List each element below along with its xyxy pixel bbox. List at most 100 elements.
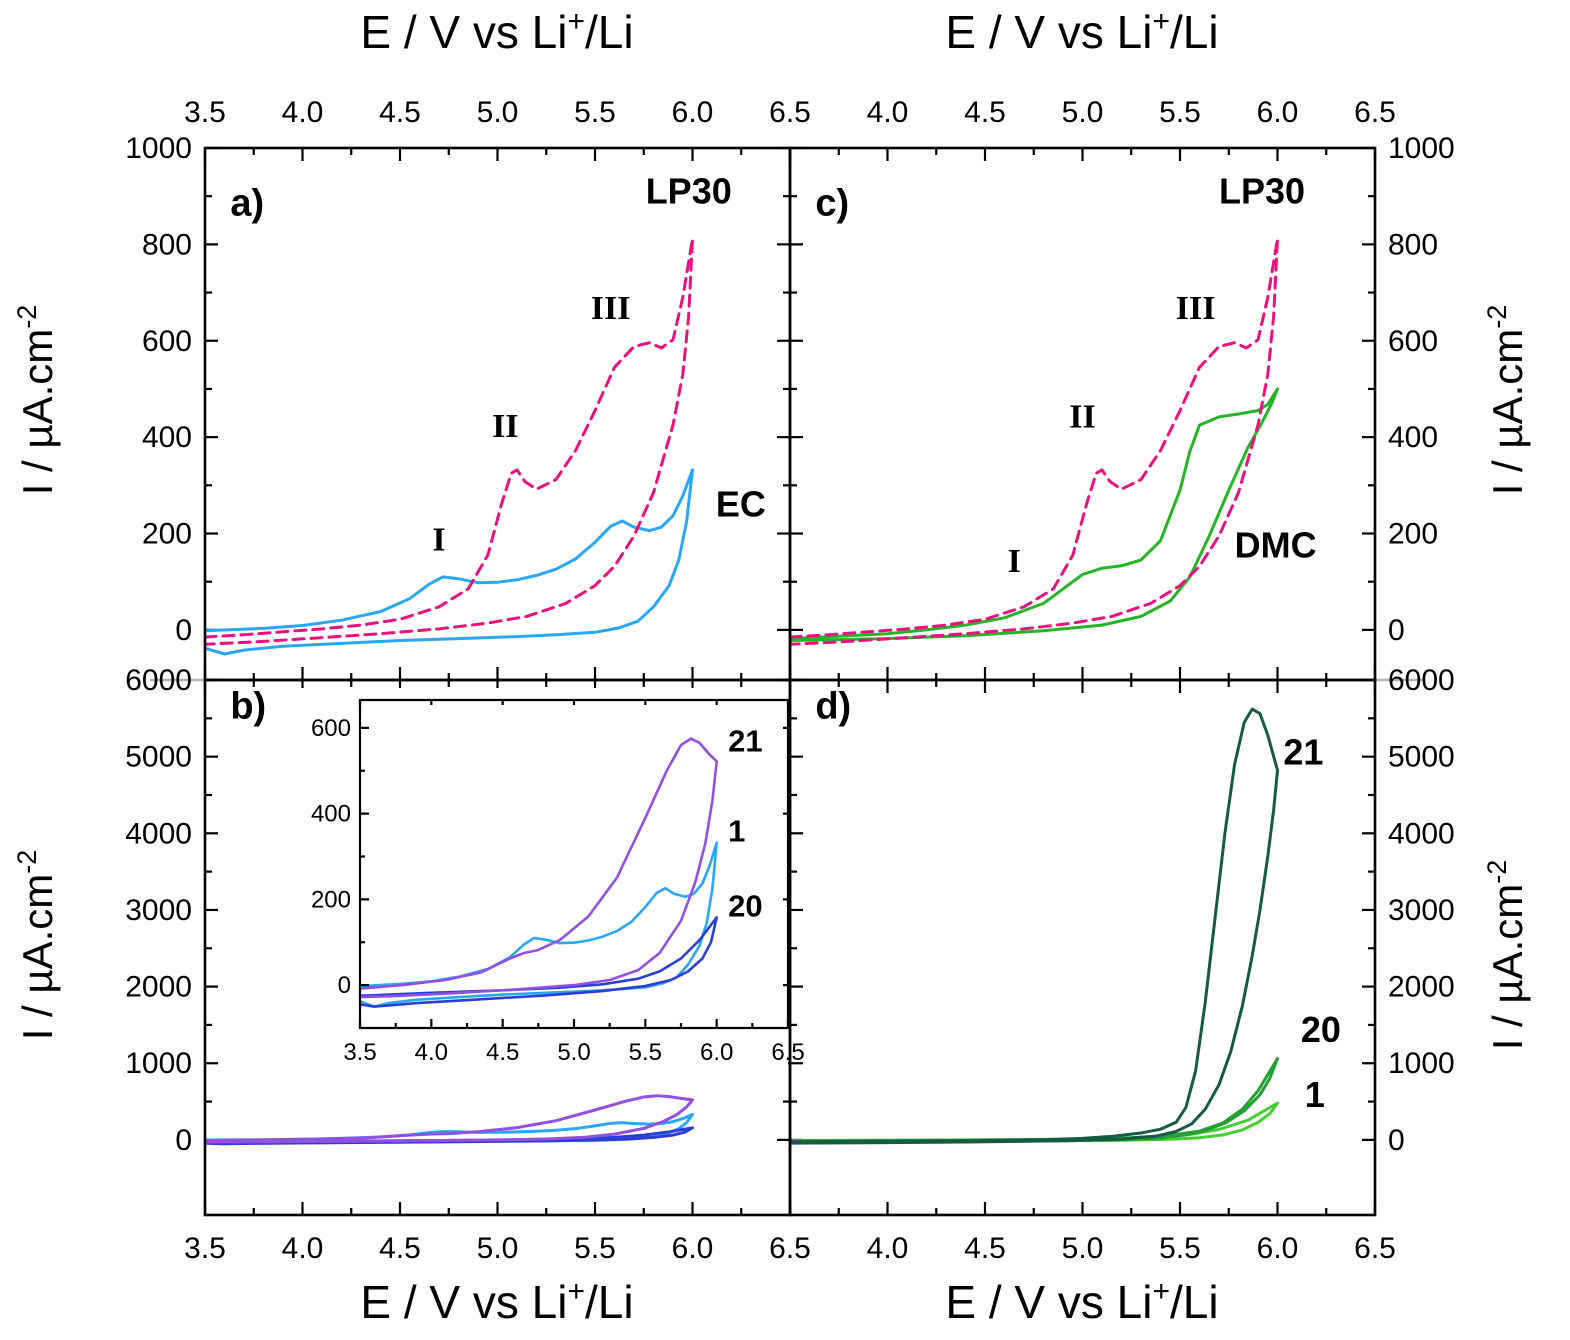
x-tick-label: 6.5 bbox=[1354, 96, 1396, 129]
y-tick-label: 5000 bbox=[125, 741, 192, 774]
x-axis-title-bottom-left: E / V vs Li+/Li bbox=[360, 1275, 633, 1328]
inset-x-tick-label: 6.5 bbox=[771, 1039, 804, 1066]
annotation-1: 1 bbox=[1305, 1074, 1325, 1115]
y-axis-title-right-top: I / µA.cm-2 bbox=[1482, 305, 1531, 496]
x-tick-label: 4.0 bbox=[282, 1232, 324, 1265]
curves-clip-i bbox=[360, 737, 718, 1008]
inset-x-tick-label: 5.0 bbox=[557, 1039, 590, 1066]
x-tick-label: 6.5 bbox=[769, 1232, 811, 1265]
annotation-i: I bbox=[1008, 543, 1021, 580]
annotation-c-: c) bbox=[815, 182, 849, 224]
inset-y-tick-label: 200 bbox=[311, 886, 351, 913]
inset-x-tick-label: 4.0 bbox=[415, 1039, 448, 1066]
curve-EC bbox=[205, 468, 694, 656]
annotation-ec: EC bbox=[716, 484, 766, 525]
x-tick-label: 4.0 bbox=[282, 96, 324, 129]
x-tick-label: 5.0 bbox=[477, 1232, 519, 1265]
inset-ticks: 3.5 4.0 4.5 5.0 5.5 6.0 6.5 0 200 400 600 bbox=[311, 700, 805, 1066]
x-tick-label: 5.0 bbox=[1062, 1232, 1104, 1265]
x-tick-label: 6.5 bbox=[769, 96, 811, 129]
y-tick-label: 0 bbox=[1388, 614, 1405, 647]
annotation-lp30: LP30 bbox=[646, 170, 732, 211]
curve-LP30 bbox=[205, 237, 694, 646]
curves-clip-d bbox=[790, 707, 1279, 1145]
inset-y-tick-label: 400 bbox=[311, 801, 351, 828]
annotation-20: 20 bbox=[1301, 1009, 1341, 1050]
annotation-dmc: DMC bbox=[1235, 525, 1317, 566]
x-tick-label: 4.0 bbox=[867, 96, 909, 129]
y-tick-label: 1000 bbox=[125, 132, 192, 165]
x-tick-label: 4.5 bbox=[964, 1232, 1006, 1265]
inset-x-tick-label: 6.0 bbox=[700, 1039, 733, 1066]
curve-20 bbox=[360, 916, 718, 1008]
x-axis-title-top-right: E / V vs Li+/Li bbox=[945, 5, 1218, 58]
annotation-d-: d) bbox=[815, 685, 851, 727]
x-tick-label: 5.5 bbox=[574, 1232, 616, 1265]
annotation-21: 21 bbox=[728, 723, 762, 758]
annotation-b-: b) bbox=[230, 685, 266, 727]
annotation-iii: III bbox=[1176, 290, 1216, 327]
x-tick-label: 5.5 bbox=[574, 96, 616, 129]
y-tick-label: 200 bbox=[1388, 518, 1438, 551]
x-tick-label: 3.5 bbox=[184, 96, 226, 129]
x-tick-label: 4.5 bbox=[379, 1232, 421, 1265]
curve-DMC bbox=[790, 387, 1279, 642]
y-axis-title-left-top: I / µA.cm-2 bbox=[12, 305, 61, 496]
y-tick-label: 400 bbox=[1388, 421, 1438, 454]
annotation-i: I bbox=[432, 521, 445, 558]
curve-21 bbox=[360, 737, 718, 999]
x-tick-label: 6.0 bbox=[672, 96, 714, 129]
curves-clip-b bbox=[205, 1094, 694, 1146]
panel-d-frame bbox=[788, 678, 1377, 1217]
y-tick-label: 0 bbox=[1388, 1124, 1405, 1157]
inset-x-tick-label: 3.5 bbox=[343, 1039, 376, 1066]
y-tick-label: 4000 bbox=[1388, 817, 1455, 850]
x-tick-label: 6.0 bbox=[1257, 96, 1299, 129]
y-tick-label: 0 bbox=[175, 1124, 192, 1157]
y-tick-label: 6000 bbox=[125, 664, 192, 697]
y-tick-label: 1000 bbox=[1388, 132, 1455, 165]
curve-20 bbox=[790, 1057, 1279, 1144]
inset-x-tick-label: 4.5 bbox=[486, 1039, 519, 1066]
annotation-a-: a) bbox=[230, 182, 264, 224]
y-tick-label: 600 bbox=[142, 325, 192, 358]
x-tick-label: 4.5 bbox=[379, 96, 421, 129]
annotation-iii: III bbox=[591, 290, 631, 327]
y-tick-label: 1000 bbox=[125, 1047, 192, 1080]
x-axis-title-top-left: E / V vs Li+/Li bbox=[360, 5, 633, 58]
y-ticks-d: 0 1000 2000 3000 4000 5000 6000 bbox=[790, 664, 1455, 1157]
x-tick-label: 5.0 bbox=[477, 96, 519, 129]
y-tick-label: 6000 bbox=[1388, 664, 1455, 697]
y-tick-label: 4000 bbox=[125, 817, 192, 850]
x-tick-label: 6.0 bbox=[672, 1232, 714, 1265]
annotation-ii: II bbox=[492, 408, 518, 445]
curve-LP30 bbox=[790, 237, 1279, 646]
y-tick-label: 5000 bbox=[1388, 741, 1455, 774]
x-axis-title-bottom-right: E / V vs Li+/Li bbox=[945, 1275, 1218, 1328]
x-tick-label: 6.0 bbox=[1257, 1232, 1299, 1265]
x-tick-label: 5.5 bbox=[1159, 1232, 1201, 1265]
x-tick-label: 6.5 bbox=[1354, 1232, 1396, 1265]
y-tick-label: 800 bbox=[142, 228, 192, 261]
annotation-1: 1 bbox=[728, 813, 745, 848]
inset-y-tick-label: 0 bbox=[338, 972, 351, 999]
y-tick-label: 3000 bbox=[125, 894, 192, 927]
y-tick-label: 200 bbox=[142, 518, 192, 551]
curve-21 bbox=[790, 707, 1279, 1145]
x-ticks-d: 4.0 4.5 5.0 5.5 6.0 6.5 bbox=[788, 680, 1396, 1265]
annotation-20: 20 bbox=[728, 889, 762, 924]
x-tick-label: 5.5 bbox=[1159, 96, 1201, 129]
y-tick-label: 2000 bbox=[125, 971, 192, 1004]
curves-clip-a bbox=[205, 237, 694, 656]
y-tick-label: 0 bbox=[175, 614, 192, 647]
annotation-21: 21 bbox=[1283, 731, 1323, 772]
x-tick-label: 4.0 bbox=[867, 1232, 909, 1265]
x-ticks-c: 4.0 4.5 5.0 5.5 6.0 6.5 bbox=[788, 96, 1396, 680]
y-tick-label: 3000 bbox=[1388, 894, 1455, 927]
annotation-ii: II bbox=[1069, 398, 1095, 435]
y-tick-label: 1000 bbox=[1388, 1047, 1455, 1080]
y-tick-label: 2000 bbox=[1388, 971, 1455, 1004]
annotation-lp30: LP30 bbox=[1219, 170, 1305, 211]
